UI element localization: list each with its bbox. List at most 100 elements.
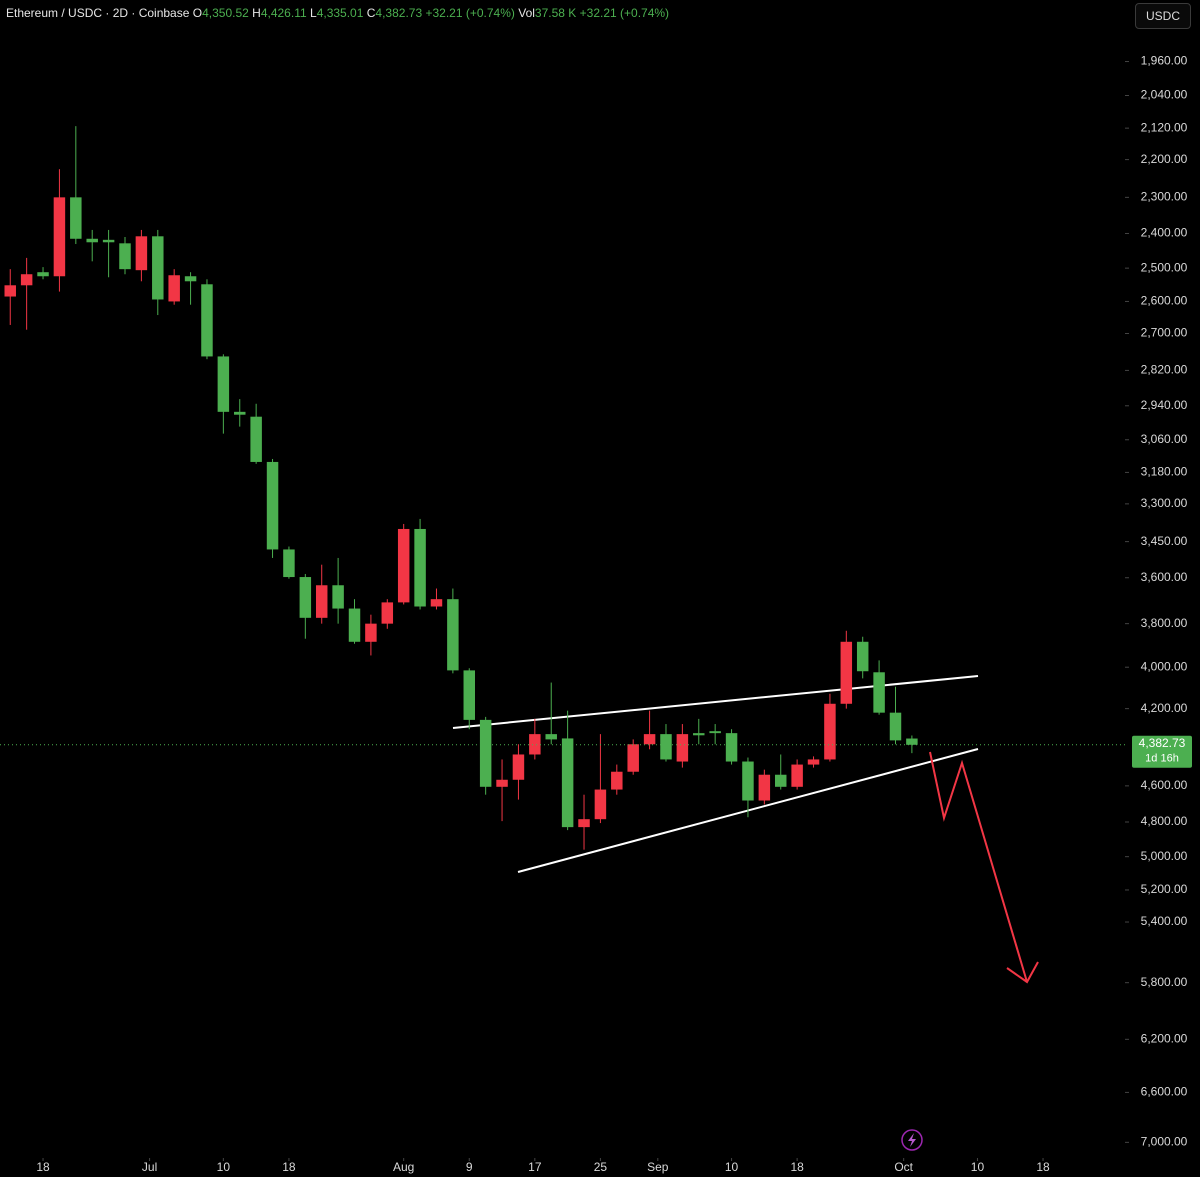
volume-key: Vol (518, 6, 535, 20)
x-tick-label: 10 (217, 1160, 231, 1174)
candle (693, 718, 705, 745)
candle (53, 169, 66, 292)
candle-body (627, 744, 639, 772)
candle-body (266, 461, 279, 550)
candle-body (643, 734, 656, 745)
candle (315, 564, 328, 624)
candle (512, 744, 525, 800)
y-tick-label: 3,600.00 (1141, 570, 1188, 584)
candle-body (430, 599, 443, 607)
candle (70, 126, 82, 245)
volume-change: +32.21 (+0.74%) (579, 6, 670, 20)
candle (578, 794, 590, 850)
candle (889, 686, 902, 745)
candle (135, 229, 148, 282)
candle-body (332, 585, 344, 609)
candle (332, 557, 344, 624)
y-tick-label: 2,940.00 (1141, 398, 1188, 412)
candle-body (856, 641, 869, 672)
y-tick-label: 2,820.00 (1141, 363, 1188, 377)
candle (299, 573, 312, 639)
candle-body (611, 771, 623, 790)
candle (234, 399, 246, 427)
x-tick-label: 10 (971, 1160, 985, 1174)
y-tick-label: 4,200.00 (1141, 701, 1188, 715)
y-tick-label: 5,200.00 (1141, 882, 1188, 896)
currency-button[interactable]: USDC (1135, 3, 1191, 29)
candle (119, 237, 131, 275)
candle (529, 718, 541, 760)
field-key: L (310, 6, 317, 20)
volume-value: 37.58 K (534, 6, 577, 20)
y-tick-label: 2,200.00 (1141, 152, 1188, 166)
candle (660, 724, 672, 762)
candle (102, 229, 115, 278)
candle-body (201, 284, 213, 357)
y-tick-label: 2,600.00 (1141, 294, 1188, 308)
y-tick-label: 2,400.00 (1141, 226, 1188, 240)
candle-body (742, 761, 754, 801)
candle-body (381, 602, 394, 624)
y-tick-label: 3,060.00 (1141, 432, 1188, 446)
y-tick-label: 3,450.00 (1141, 534, 1188, 548)
candle-body (529, 734, 541, 755)
field-value: 4,426.11 (260, 6, 307, 20)
candle (807, 756, 820, 768)
candle-body (561, 738, 574, 828)
y-tick-label: 1,960.00 (1141, 54, 1188, 68)
candle (447, 588, 459, 674)
candle-body (873, 672, 885, 713)
candle-body (315, 585, 328, 618)
x-tick-label: 18 (1036, 1160, 1050, 1174)
candle (594, 734, 607, 824)
candle (463, 668, 475, 730)
candle-body (447, 599, 459, 671)
candle (643, 710, 656, 750)
candle-body (578, 819, 590, 828)
y-tick-label: 5,800.00 (1141, 975, 1188, 989)
y-tick-label: 6,200.00 (1141, 1031, 1188, 1045)
y-tick-label: 2,300.00 (1141, 190, 1188, 204)
x-tick-label: Oct (894, 1160, 913, 1174)
event-icon[interactable] (901, 1129, 923, 1151)
candle (561, 710, 574, 831)
candle-body (709, 731, 721, 734)
y-tick-label: 5,000.00 (1141, 849, 1188, 863)
candle (283, 546, 295, 579)
candle-body (414, 528, 426, 607)
candle-body (807, 759, 820, 765)
candle (250, 403, 262, 464)
symbol: Ethereum / USDC · 2D · Coinbase (6, 6, 190, 20)
candle (840, 630, 853, 709)
arrow-head (1006, 961, 1039, 984)
candle-body (299, 577, 312, 618)
field-value: 4,350.52 (202, 6, 249, 20)
candle-body (4, 285, 16, 297)
candle-body (119, 243, 131, 270)
candle-body (152, 236, 164, 300)
countdown: 1d 16h (1145, 753, 1179, 765)
candle (479, 716, 492, 795)
candle (709, 724, 721, 745)
y-tick-label: 3,180.00 (1141, 465, 1188, 479)
candle (791, 759, 803, 790)
y-tick-label: 4,600.00 (1141, 778, 1188, 792)
candle-body (512, 754, 525, 780)
candle-body (775, 774, 787, 787)
candle-body (693, 733, 705, 736)
candle (430, 588, 443, 610)
y-tick-label: 3,300.00 (1141, 496, 1188, 510)
x-tick-label: Sep (647, 1160, 669, 1174)
candle (37, 267, 49, 280)
candle-body (37, 272, 49, 277)
candle (365, 614, 377, 656)
candle-body (217, 356, 230, 412)
candle (86, 229, 98, 262)
candle-body (594, 789, 607, 820)
y-tick-label: 7,000.00 (1141, 1135, 1188, 1149)
candle (627, 739, 639, 775)
candle-body (906, 738, 918, 745)
candle (775, 754, 787, 790)
price-tag-label: 4,382.73 (1139, 736, 1186, 750)
